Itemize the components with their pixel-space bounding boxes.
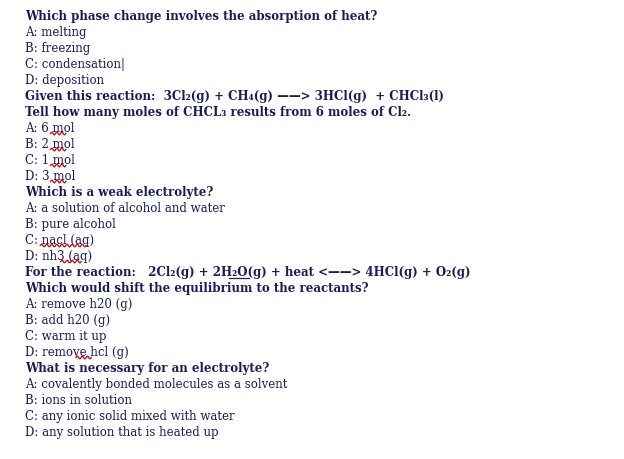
Text: D: deposition: D: deposition [25,74,104,87]
Text: B: add h20 (g): B: add h20 (g) [25,314,110,327]
Text: B: freezing: B: freezing [25,42,90,55]
Text: B: 2 mol: B: 2 mol [25,138,75,151]
Text: A: a solution of alcohol and water: A: a solution of alcohol and water [25,202,225,215]
Text: D: any solution that is heated up: D: any solution that is heated up [25,426,218,439]
Text: A: remove h20 (g): A: remove h20 (g) [25,298,132,311]
Text: C: any ionic solid mixed with water: C: any ionic solid mixed with water [25,410,235,423]
Text: Which phase change involves the absorption of heat?: Which phase change involves the absorpti… [25,10,378,23]
Text: C: nacl (aq): C: nacl (aq) [25,234,94,247]
Text: Tell how many moles of CHCL₃ results from 6 moles of Cl₂.: Tell how many moles of CHCL₃ results fro… [25,106,411,119]
Text: For the reaction:   2Cl₂(g) + 2H₂O(g) + heat <——> 4HCl(g) + O₂(g): For the reaction: 2Cl₂(g) + 2H₂O(g) + he… [25,266,470,279]
Text: Given this reaction:  3Cl₂(g) + CH₄(g) ——> 3HCl(g)  + CHCl₃(l): Given this reaction: 3Cl₂(g) + CH₄(g) ——… [25,90,444,103]
Text: D: 3 mol: D: 3 mol [25,170,76,183]
Text: D: nh3 (aq): D: nh3 (aq) [25,250,92,263]
Text: A: melting: A: melting [25,26,87,39]
Text: C: warm it up: C: warm it up [25,330,107,343]
Text: C: condensation|: C: condensation| [25,58,125,71]
Text: A: 6 mol: A: 6 mol [25,122,74,135]
Text: What is necessary for an electrolyte?: What is necessary for an electrolyte? [25,362,269,375]
Text: B: pure alcohol: B: pure alcohol [25,218,116,231]
Text: B: ions in solution: B: ions in solution [25,394,132,407]
Text: A: covalently bonded molecules as a solvent: A: covalently bonded molecules as a solv… [25,378,288,391]
Text: C: 1 mol: C: 1 mol [25,154,75,167]
Text: D: remove hcl (g): D: remove hcl (g) [25,346,129,359]
Text: Which is a weak electrolyte?: Which is a weak electrolyte? [25,186,213,199]
Text: Which would shift the equilibrium to the reactants?: Which would shift the equilibrium to the… [25,282,369,295]
